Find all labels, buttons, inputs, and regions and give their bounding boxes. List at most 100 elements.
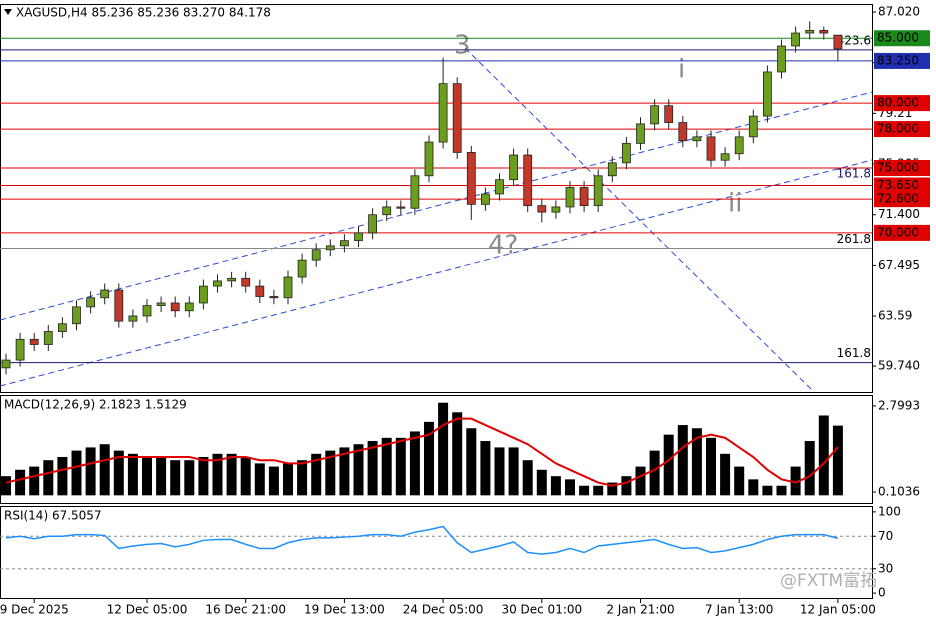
macd-bar xyxy=(29,466,40,496)
wave-label: i xyxy=(678,55,685,85)
rsi-title: RSI(14) 67.5057 xyxy=(4,509,102,523)
macd-bar xyxy=(536,469,547,496)
macd-bar xyxy=(381,437,392,496)
candle-body xyxy=(480,193,490,205)
macd-bar xyxy=(677,425,688,496)
macd-bar xyxy=(790,466,801,496)
level-label-box xyxy=(874,191,930,208)
candle-body xyxy=(452,83,462,153)
candle-body xyxy=(833,34,843,50)
fib-label: 161.8 xyxy=(837,346,871,360)
candle-body xyxy=(579,187,589,207)
fib-label: 423.6 xyxy=(837,33,871,47)
candle-body xyxy=(114,289,124,322)
macd-bar xyxy=(353,444,364,496)
macd-bar xyxy=(99,444,110,496)
fib-label: 261.8 xyxy=(837,232,871,246)
candle-body xyxy=(297,259,307,278)
y-tick-label: 71.400 xyxy=(878,207,920,221)
candle-body xyxy=(495,179,504,195)
macd-bar xyxy=(762,485,773,496)
macd-bar xyxy=(691,428,702,496)
macd-bar xyxy=(720,453,731,496)
wave-label: ii xyxy=(728,189,742,219)
candle-body xyxy=(706,136,716,161)
candle-body xyxy=(593,175,603,207)
candle-body xyxy=(43,331,53,345)
candle-body xyxy=(650,105,659,125)
y-tick-label: 100 xyxy=(878,504,901,518)
macd-bar xyxy=(494,447,505,496)
candle-body xyxy=(311,249,321,261)
candle-body xyxy=(100,289,110,299)
rsi-pane xyxy=(0,506,873,599)
macd-bar xyxy=(395,437,406,496)
fib-label: 161.8 xyxy=(837,167,871,181)
macd-bar xyxy=(170,460,181,496)
macd-bar xyxy=(311,453,322,496)
macd-bar xyxy=(1,476,11,496)
x-tick-label: 16 Dec 21:00 xyxy=(205,603,286,617)
x-tick-label: 19 Dec 13:00 xyxy=(304,603,385,617)
macd-bar xyxy=(818,415,829,496)
macd-bar xyxy=(452,412,463,496)
macd-bar xyxy=(226,453,237,496)
candle-body xyxy=(720,153,730,161)
y-tick-label: 0 xyxy=(878,586,886,600)
candle-body xyxy=(86,297,95,308)
x-tick-label: 12 Jan 05:00 xyxy=(800,603,876,617)
macd-bar xyxy=(776,485,787,496)
candle-body xyxy=(368,214,378,234)
macd-bar xyxy=(480,441,491,496)
level-label: 70.000 xyxy=(877,225,919,239)
candle-body xyxy=(551,206,561,213)
price-pane xyxy=(0,4,873,393)
macd-title: MACD(12,26,9) 2.1823 1.5129 xyxy=(4,398,187,412)
macd-bar xyxy=(212,453,223,496)
y-tick-label: 70 xyxy=(878,529,893,543)
x-tick-label: 7 Jan 13:00 xyxy=(705,603,773,617)
level-label-box xyxy=(874,95,930,112)
candle-body xyxy=(128,315,138,322)
macd-bar xyxy=(832,425,843,496)
level-label-box xyxy=(874,224,930,241)
macd-bar xyxy=(71,450,82,496)
macd-bar xyxy=(85,447,96,496)
macd-bar xyxy=(579,485,590,496)
macd-bar xyxy=(635,466,646,496)
y-tick-label: 63.59 xyxy=(878,309,912,323)
macd-bar xyxy=(254,463,265,496)
y-tick-label: 2.7993 xyxy=(878,398,920,412)
candle-body xyxy=(466,152,476,205)
candle-body xyxy=(791,32,800,47)
macd-bar xyxy=(522,460,533,496)
y-tick-label: 87.020 xyxy=(878,5,920,19)
macd-bar xyxy=(127,453,138,496)
candle-body xyxy=(438,83,448,143)
level-label-box xyxy=(874,160,930,177)
macd-bar xyxy=(156,457,167,496)
level-label: 83.250 xyxy=(877,53,919,67)
level-label-box xyxy=(874,52,930,69)
level-label: 78.000 xyxy=(877,122,919,136)
macd-bar xyxy=(367,441,378,496)
candle-body xyxy=(213,280,222,287)
candle-body xyxy=(819,30,829,34)
candle-body xyxy=(283,276,293,299)
macd-bar xyxy=(113,450,124,496)
macd-bar xyxy=(15,469,26,496)
macd-bar xyxy=(621,476,632,496)
candle-body xyxy=(382,206,392,216)
macd-bar xyxy=(508,447,519,496)
candle-body xyxy=(269,296,279,299)
macd-bar xyxy=(734,466,745,496)
candle-body xyxy=(354,232,363,242)
candle-body xyxy=(184,302,194,312)
macd-bar xyxy=(424,421,434,496)
candle-body xyxy=(15,338,25,361)
channel-upper xyxy=(0,91,873,321)
candle-body xyxy=(777,45,786,73)
macd-pane xyxy=(0,395,873,504)
macd-bar xyxy=(607,482,618,496)
